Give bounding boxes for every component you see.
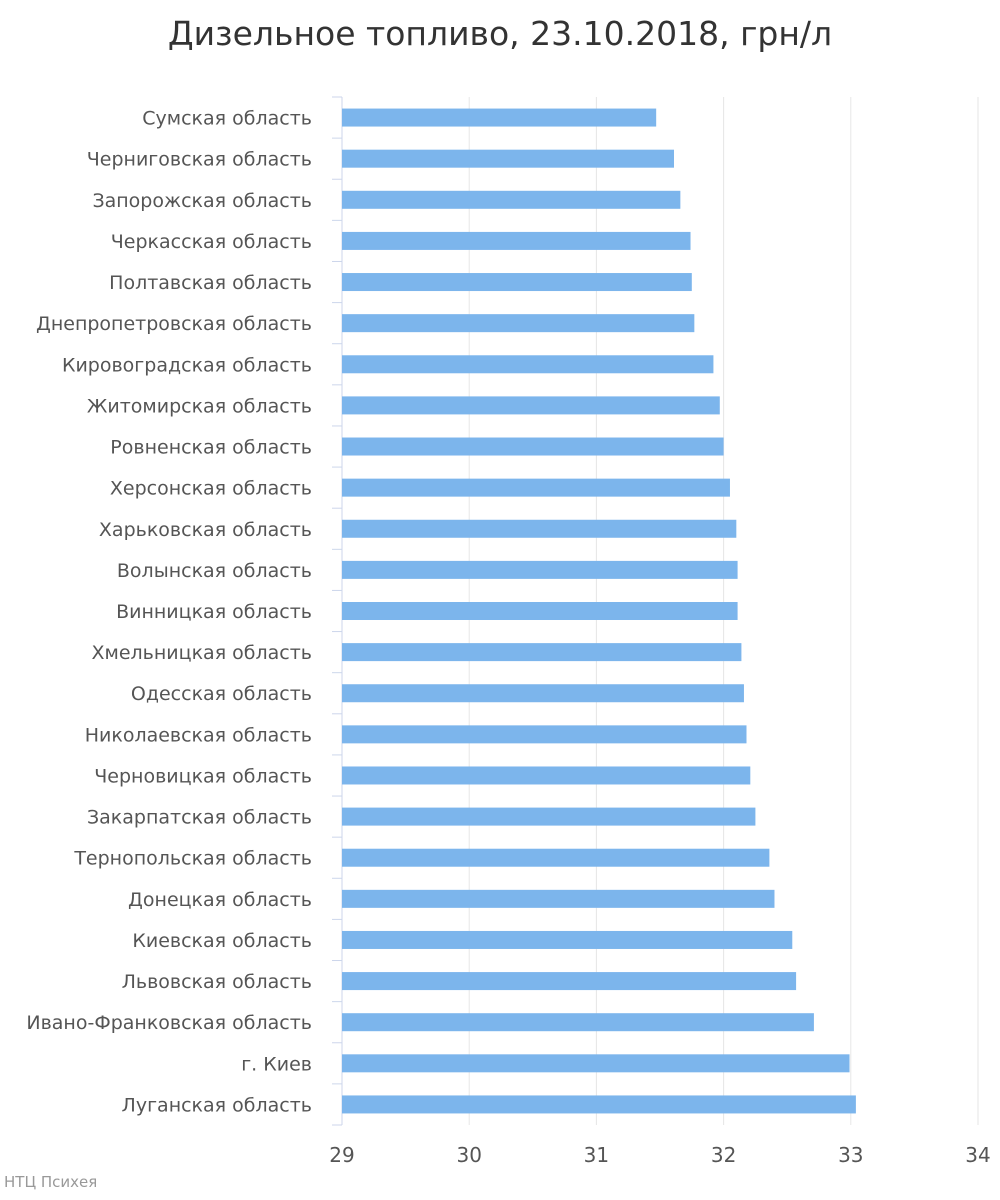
category-label: Николаевская область: [85, 724, 312, 746]
category-label: Львовская область: [122, 971, 312, 993]
bar: [342, 273, 692, 292]
category-label: Черкасская область: [111, 231, 312, 253]
bar: [342, 396, 720, 415]
category-label: Днепропетровская область: [36, 313, 312, 335]
category-label: Полтавская область: [109, 272, 312, 294]
category-label: Волынская область: [117, 560, 312, 582]
category-label: Тернопольская область: [73, 848, 312, 870]
category-label: Винницкая область: [116, 601, 312, 623]
bar: [342, 930, 793, 949]
bar: [342, 190, 681, 209]
chart-title: Дизельное топливо, 23.10.2018, грн/л: [167, 14, 833, 53]
category-label: Черниговская область: [87, 149, 312, 171]
category-label: Донецкая область: [128, 889, 312, 911]
bar: [342, 684, 744, 703]
bar: [342, 478, 730, 497]
category-label: Хмельницкая область: [91, 642, 312, 664]
bar: [342, 437, 724, 456]
category-label: Запорожская область: [92, 190, 312, 212]
category-label: Луганская область: [122, 1094, 312, 1116]
category-label: г. Киев: [241, 1053, 312, 1075]
category-label: Сумская область: [142, 108, 312, 130]
bar: [342, 972, 797, 991]
bar: [342, 602, 738, 620]
category-label: Ровненская область: [110, 437, 312, 459]
bar: [342, 889, 775, 908]
bar: [342, 848, 770, 867]
credit-label: НТЦ Психея: [4, 1173, 98, 1191]
bar: [342, 231, 691, 250]
category-label: Одесская область: [131, 683, 312, 705]
bar: [342, 149, 674, 168]
category-label: Кировоградская область: [62, 354, 312, 376]
bar: [342, 1095, 856, 1114]
bar: [342, 519, 737, 538]
bar: [342, 1054, 850, 1073]
bar: [342, 1013, 814, 1032]
x-tick-label: 30: [456, 1143, 481, 1167]
category-label: Черновицкая область: [94, 765, 312, 787]
category-label: Харьковская область: [99, 519, 312, 541]
x-tick-label: 29: [329, 1143, 354, 1167]
bar: [342, 314, 695, 333]
x-tick-label: 32: [711, 1143, 736, 1167]
x-tick-label: 31: [584, 1143, 609, 1167]
category-label: Херсонская область: [110, 478, 312, 500]
bar: [342, 355, 714, 374]
category-label: Житомирская область: [87, 395, 312, 417]
bar: [342, 766, 751, 785]
category-label: Киевская область: [132, 930, 312, 952]
x-tick-label: 34: [965, 1143, 990, 1167]
bar: [342, 725, 747, 744]
bar: [342, 560, 738, 579]
category-label: Ивано-Франковская область: [26, 1012, 312, 1034]
bar: [342, 108, 657, 127]
category-label: Закарпатская область: [87, 807, 312, 829]
x-tick-label: 33: [838, 1143, 863, 1167]
bar: [342, 643, 742, 662]
bar: [342, 807, 756, 826]
